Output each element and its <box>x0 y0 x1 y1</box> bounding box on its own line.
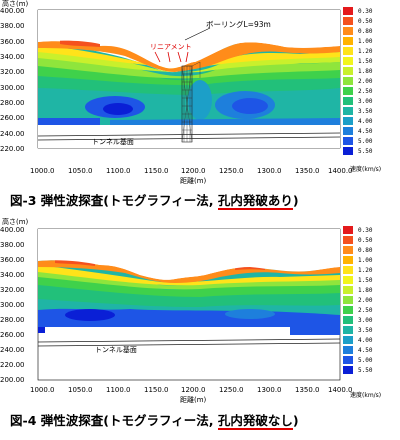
figure3-ytick: 220.00 <box>0 145 25 153</box>
figure3-lineament-arrows <box>154 51 189 63</box>
figure4-ytick: 360.00 <box>0 256 25 264</box>
legend-item: 2.00 <box>343 76 395 86</box>
figure3-ytick: 400.00 <box>0 7 25 15</box>
legend-item: 1.00 <box>343 36 395 46</box>
legend-item: 0.30 <box>343 225 395 235</box>
legend-item: 1.50 <box>343 56 395 66</box>
figure3-xtick: 1300.0 <box>257 167 282 175</box>
legend-item: 0.50 <box>343 235 395 245</box>
figure4-tunnel-line <box>37 338 341 343</box>
figure4-xticks: 1000.0 1050.0 1100.0 1150.0 1200.0 1250.… <box>30 386 353 394</box>
figure3-xtick: 1250.0 <box>219 167 244 175</box>
legend-item: 0.80 <box>343 26 395 36</box>
figure3-lineament-label: リニアメント <box>150 43 192 51</box>
figure4-caption-highlight: 孔内発破なし <box>217 413 293 430</box>
figure4-xtick: 1400.0 <box>328 386 353 394</box>
legend-item: 1.80 <box>343 285 395 295</box>
figure3-xtick: 1150.0 <box>144 167 169 175</box>
figure3-xtick: 1000.0 <box>30 167 55 175</box>
figure4-xtick: 1200.0 <box>181 386 206 394</box>
figure4-ylabel: 高さ(m) <box>2 218 29 226</box>
figure4-legend-unit: 速度(km/s) <box>350 392 382 399</box>
figure4-xtick: 1300.0 <box>257 386 282 394</box>
figure4-xtick: 1350.0 <box>295 386 320 394</box>
figure3-ylabel: 高さ(m) <box>2 0 29 8</box>
legend-item: 2.00 <box>343 295 395 305</box>
figure4-xtick: 1150.0 <box>144 386 169 394</box>
figure3-ytick: 360.00 <box>0 38 25 46</box>
legend-item: 0.30 <box>343 6 395 16</box>
legend-item: 3.50 <box>343 106 395 116</box>
legend-item: 2.50 <box>343 305 395 315</box>
figure4-tunnel-label: トンネル基面 <box>95 346 137 354</box>
legend-item: 0.80 <box>343 245 395 255</box>
figure3-tunnel-line <box>37 132 341 137</box>
figure3-ytick: 260.00 <box>0 114 25 122</box>
legend-item: 1.20 <box>343 46 395 56</box>
figure4-tomography <box>38 229 340 335</box>
figure3-xtick: 1400.0 <box>328 167 353 175</box>
legend-item: 4.00 <box>343 116 395 126</box>
figure3-ytick: 380.00 <box>0 22 25 30</box>
figure3-boring-label: ボーリングL=93m <box>206 20 271 29</box>
figure3-ytick: 280.00 <box>0 99 25 107</box>
legend-item: 5.00 <box>343 136 395 146</box>
figure4-plot: 400.00 380.00 360.00 340.00 320.00 300.0… <box>0 226 353 394</box>
figure4-yticks: 400.00 380.00 360.00 340.00 320.00 300.0… <box>0 226 25 384</box>
figure3-legend-unit: 速度(km/s) <box>350 166 382 173</box>
figure4-ytick: 320.00 <box>0 286 25 294</box>
figure4-panel: 400.00 380.00 360.00 340.00 320.00 300.0… <box>0 215 400 440</box>
legend-item: 3.50 <box>343 325 395 335</box>
legend-item: 1.50 <box>343 275 395 285</box>
figure3-xtick: 1050.0 <box>68 167 93 175</box>
figure3-plot: 400.00 380.00 360.00 340.00 320.00 300.0… <box>0 7 353 175</box>
figure3-xticks: 1000.0 1050.0 1100.0 1150.0 1200.0 1250.… <box>30 167 353 175</box>
figure3-caption-highlight: 孔内発破あり <box>217 193 293 210</box>
figure3-ytick: 300.00 <box>0 84 25 92</box>
figure4-ytick: 200.00 <box>0 376 25 384</box>
figure4-caption: 図-4 弾性波探査(トモグラフィー法, 孔内発破なし) <box>10 413 299 430</box>
figure4-xtick: 1250.0 <box>219 386 244 394</box>
figure3-xtick: 1100.0 <box>106 167 131 175</box>
figure4-xtick: 1050.0 <box>68 386 93 394</box>
figure4-xtick: 1000.0 <box>30 386 55 394</box>
figure3-ytick: 320.00 <box>0 68 25 76</box>
legend-item: 2.50 <box>343 86 395 96</box>
figure3-xtick: 1350.0 <box>295 167 320 175</box>
figure3-caption: 図-3 弾性波探査(トモグラフィー法, 孔内発破あり) <box>10 193 299 210</box>
figure3-ytick: 240.00 <box>0 130 25 138</box>
figure4-legend: 0.30 0.50 0.80 1.00 1.20 1.50 1.80 2.00 … <box>343 225 395 375</box>
figure4-xlabel: 距離(m) <box>180 396 207 404</box>
figure3-xlabel: 距離(m) <box>180 177 207 185</box>
figure4-ytick: 300.00 <box>0 301 25 309</box>
figure4-xtick: 1100.0 <box>106 386 131 394</box>
figure3-borehole <box>181 61 201 143</box>
figure4-ytick: 220.00 <box>0 361 25 369</box>
legend-item: 3.00 <box>343 315 395 325</box>
figure4-ytick: 380.00 <box>0 241 25 249</box>
legend-item: 1.80 <box>343 66 395 76</box>
legend-item: 1.20 <box>343 265 395 275</box>
figure4-ytick: 400.00 <box>0 226 25 234</box>
legend-item: 4.50 <box>343 126 395 136</box>
legend-item: 0.50 <box>343 16 395 26</box>
figure3-ytick: 340.00 <box>0 53 25 61</box>
figure3-yticks: 400.00 380.00 360.00 340.00 320.00 300.0… <box>0 7 25 153</box>
legend-item: 5.00 <box>343 355 395 365</box>
legend-item: 3.00 <box>343 96 395 106</box>
legend-item: 5.50 <box>343 365 395 375</box>
figure3-tunnel-label: トンネル基面 <box>92 138 134 146</box>
legend-item: 1.00 <box>343 255 395 265</box>
legend-item: 5.50 <box>343 146 395 156</box>
figure3-tomography <box>38 10 340 148</box>
figure4-ytick: 280.00 <box>0 316 25 324</box>
figure3-legend: 0.30 0.50 0.80 1.00 1.20 1.50 1.80 2.00 … <box>343 6 395 156</box>
figure4-ytick: 340.00 <box>0 271 25 279</box>
figure4-ytick: 240.00 <box>0 346 25 354</box>
legend-item: 4.00 <box>343 335 395 345</box>
legend-item: 4.50 <box>343 345 395 355</box>
figure3-panel: 400.00 380.00 360.00 340.00 320.00 300.0… <box>0 0 400 215</box>
figure4-ytick: 260.00 <box>0 331 25 339</box>
figure3-xtick: 1200.0 <box>181 167 206 175</box>
